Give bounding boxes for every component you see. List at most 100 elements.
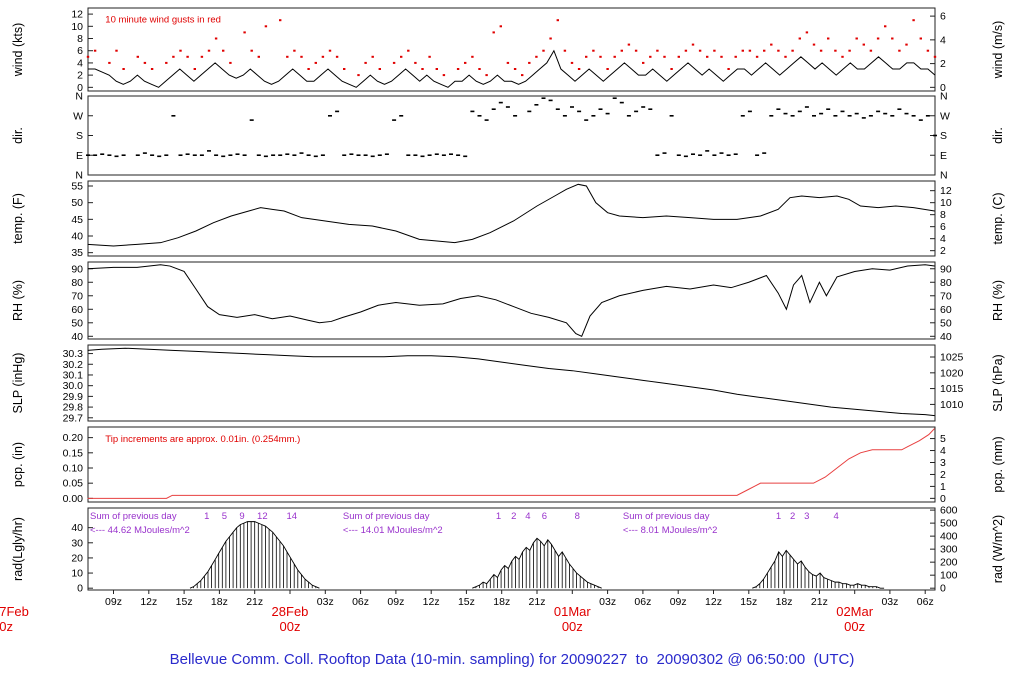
y-tick-label-left: 40 bbox=[71, 522, 83, 534]
x-tick-label: 09z bbox=[105, 596, 122, 608]
x-tick-label: 21z bbox=[811, 596, 828, 608]
panel-frame bbox=[87, 344, 936, 422]
annotation: 1 bbox=[776, 511, 781, 522]
y-tick-label-right: 100 bbox=[940, 570, 958, 582]
panel-slp: 29.729.829.930.030.130.230.3 1010 1015 1020… bbox=[11, 344, 1005, 424]
series-solar-radiation-day1 bbox=[189, 521, 320, 589]
y-tick-label-left: 90 bbox=[71, 263, 83, 275]
y-tick-label-right: E bbox=[940, 150, 947, 162]
y-tick-label-left: 0.00 bbox=[63, 493, 84, 505]
y-tick-label-right: 2 bbox=[940, 469, 946, 481]
annotation: 2 bbox=[790, 511, 795, 522]
x-tick-label: 12z bbox=[140, 596, 157, 608]
series-sea-level-pressure bbox=[87, 347, 935, 417]
chart-background bbox=[0, 0, 1024, 645]
annotation: Sum of previous day bbox=[623, 511, 710, 522]
series-wind-direction bbox=[86, 97, 937, 158]
y-tick-label-right: 0 bbox=[940, 493, 946, 505]
x-tick-label: 03z bbox=[881, 596, 898, 608]
x-date-time-label: 00z bbox=[844, 619, 865, 634]
x-tick-label: 03z bbox=[317, 596, 334, 608]
x-tick-label: 15z bbox=[176, 596, 193, 608]
y-tick-label-left: 30.0 bbox=[63, 380, 84, 392]
x-date-label: 28Feb bbox=[272, 604, 309, 619]
x-axis: 09z 12z 15z 18z 21z 03z 06z 09z 12z 15z 18z 21z 03z 0… bbox=[0, 590, 934, 634]
y-tick-label-left: E bbox=[76, 150, 83, 162]
y-tick-label-right: 200 bbox=[940, 557, 958, 569]
y-tick-label-left: 0 bbox=[77, 82, 83, 94]
y-tick-label-left: 0.05 bbox=[63, 478, 84, 490]
x-tick-label: 09z bbox=[670, 596, 687, 608]
y-tick-label-left: 40 bbox=[71, 331, 83, 343]
x-start-date-label: 27Feb bbox=[0, 604, 29, 619]
y-tick-label-right: 40 bbox=[940, 331, 952, 343]
annotation: 8 bbox=[575, 511, 580, 522]
y-tick-label-right: 6 bbox=[940, 11, 946, 23]
y-tick-label-left: 40 bbox=[71, 231, 83, 243]
annotation: 6 bbox=[542, 511, 547, 522]
y-tick-label-left: 0.10 bbox=[63, 462, 84, 474]
series-solar-radiation-day3 bbox=[752, 549, 885, 589]
x-tick-label: 06z bbox=[352, 596, 369, 608]
y-tick-label-right: 1015 bbox=[940, 383, 964, 395]
y-tick-label-left: 29.7 bbox=[63, 412, 84, 424]
series-solar-radiation-day2 bbox=[472, 537, 602, 589]
y-tick-label-left: 50 bbox=[71, 317, 83, 329]
y-tick-label-right: 4 bbox=[940, 445, 946, 457]
y-tick-label-right: W bbox=[940, 110, 950, 122]
y-tick-label-left: 50 bbox=[71, 197, 83, 209]
y-tick-label-right: 0 bbox=[940, 82, 946, 94]
y-tick-label-left: 55 bbox=[71, 181, 83, 193]
y-tick-label-left: 20 bbox=[71, 552, 83, 564]
series-temperature bbox=[87, 183, 935, 247]
y-tick-label-right: N bbox=[940, 91, 948, 103]
left-axis-title: temp. (F) bbox=[11, 193, 25, 244]
x-tick-label: 12z bbox=[423, 596, 440, 608]
annotation: 12 bbox=[257, 511, 268, 522]
x-tick-label: 15z bbox=[458, 596, 475, 608]
y-tick-label-right: 50 bbox=[940, 317, 952, 329]
annotation: 5 bbox=[222, 511, 227, 522]
y-tick-label-right: 1 bbox=[940, 481, 946, 493]
x-tick-label: 06z bbox=[634, 596, 651, 608]
annotation: Sum of previous day bbox=[343, 511, 430, 522]
annotation: 2 bbox=[511, 511, 516, 522]
y-tick-label-left: 45 bbox=[71, 214, 83, 226]
annotation: 3 bbox=[804, 511, 809, 522]
y-tick-label-left: 29.9 bbox=[63, 391, 84, 403]
y-tick-label-right: 5 bbox=[940, 433, 946, 445]
right-axis-title: RH (%) bbox=[991, 280, 1005, 321]
right-axis-title: rad (W/m^2) bbox=[991, 515, 1005, 583]
y-tick-label-left: 10 bbox=[71, 568, 83, 580]
series-relative-humidity bbox=[87, 264, 935, 337]
annotation: 1 bbox=[496, 511, 501, 522]
right-axis-title: dir. bbox=[991, 127, 1005, 144]
left-axis-title: wind (kts) bbox=[11, 23, 25, 77]
x-start-time-label: 00z bbox=[0, 619, 13, 634]
y-tick-label-left: 10 bbox=[71, 21, 83, 33]
left-axis-title: SLP (inHg) bbox=[11, 353, 25, 414]
y-tick-label-left: 80 bbox=[71, 277, 83, 289]
left-axis-title: rad(Lgly/hr) bbox=[11, 517, 25, 581]
panel-frame bbox=[87, 180, 936, 257]
right-axis-title: SLP (hPa) bbox=[991, 354, 1005, 411]
y-tick-label-left: N bbox=[75, 91, 83, 103]
y-tick-label-left: 0.20 bbox=[63, 432, 84, 444]
series-wind-speed bbox=[88, 49, 936, 88]
series-precipitation bbox=[87, 428, 935, 499]
y-tick-label-right: 80 bbox=[940, 277, 952, 289]
y-tick-label-left: 35 bbox=[71, 247, 83, 259]
annotation: <--- 14.01 MJoules/m^2 bbox=[343, 525, 443, 536]
y-tick-label-right: N bbox=[940, 170, 948, 182]
meteogram-chart: 0 2 4 6 8 10 12 0 2 4 6 wind (kts) wind (m/s) 10 minu… bbox=[0, 0, 1024, 645]
annotation: 9 bbox=[239, 511, 244, 522]
y-tick-label-right: 500 bbox=[940, 518, 958, 530]
annotation: 14 bbox=[286, 511, 297, 522]
y-tick-label-right: 1020 bbox=[940, 367, 964, 379]
y-tick-label-right: 600 bbox=[940, 505, 958, 517]
y-tick-label-left: 12 bbox=[71, 9, 83, 21]
